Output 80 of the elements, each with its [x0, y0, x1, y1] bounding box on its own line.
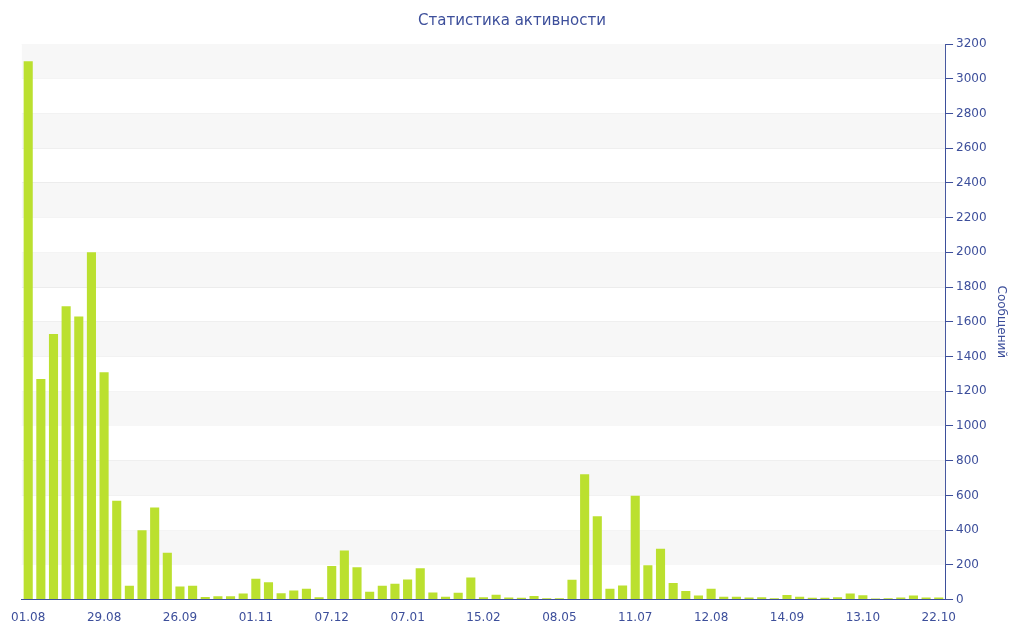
bar	[188, 585, 198, 600]
x-tick-label: 08.05	[542, 609, 577, 624]
y2-tick-label: 1200	[956, 383, 987, 398]
y2-tick-label: 600	[956, 487, 979, 502]
y2-tick-label: 2800	[956, 105, 987, 120]
x-tick-label: 01.08	[11, 609, 46, 624]
bar	[415, 568, 425, 600]
x-tick-label: 14.09	[769, 609, 805, 624]
bar	[453, 592, 463, 600]
bar	[630, 495, 640, 600]
bar	[213, 596, 223, 600]
y2-tick-label: 2400	[956, 175, 987, 190]
bar	[428, 592, 438, 600]
bar	[86, 252, 96, 600]
x-tick-label: 15.02	[466, 609, 501, 624]
bar	[681, 591, 691, 600]
bar	[668, 583, 678, 600]
y2-tick-label: 1000	[956, 418, 987, 433]
bar	[200, 597, 210, 600]
bar	[466, 577, 476, 600]
bar	[74, 316, 84, 600]
bar	[567, 579, 577, 600]
y2-tick-label: 1800	[956, 279, 987, 294]
bar	[23, 61, 33, 600]
bar	[352, 567, 362, 600]
y2-tick-label: 2000	[956, 244, 987, 259]
x-tick-label: 29.08	[86, 609, 122, 624]
bar	[339, 550, 349, 600]
bar	[263, 582, 274, 600]
bar	[36, 379, 46, 600]
bar	[580, 474, 590, 600]
y2-tick-label: 800	[956, 452, 979, 467]
bar	[289, 590, 299, 600]
x-tick-label: 22.10	[921, 609, 956, 624]
x-tick-label: 07.12	[314, 609, 349, 624]
bar	[592, 516, 602, 600]
bar	[365, 591, 375, 600]
x-tick-label: 26.09	[162, 609, 198, 624]
bar	[301, 588, 311, 600]
bar	[251, 578, 261, 600]
x-tick-label: 12.08	[693, 609, 729, 624]
bar	[48, 333, 59, 600]
bar	[150, 507, 160, 600]
bar	[175, 586, 185, 600]
bar	[858, 595, 868, 600]
y2-axis-title: Сообщений	[994, 285, 1009, 359]
x-tick-label: 07.01	[390, 609, 425, 624]
bar	[390, 583, 400, 600]
y2-tick-label: 3200	[956, 36, 987, 51]
bar	[61, 306, 71, 600]
bar	[655, 548, 666, 600]
bar	[643, 565, 653, 600]
bar	[99, 372, 109, 600]
bar	[377, 585, 387, 600]
y2-tick-label: 0	[956, 591, 964, 606]
y2-tick-label: 2600	[956, 140, 987, 155]
y2-tick-label: 3000	[956, 70, 987, 85]
x-tick-label: 01.11	[238, 609, 274, 624]
bar	[605, 588, 615, 600]
bar	[491, 594, 501, 600]
bar	[276, 593, 286, 600]
x-tick-label: 11.07	[618, 609, 653, 624]
chart-title: Статистика активности	[418, 10, 606, 29]
bar	[137, 530, 147, 600]
y2-tick-label: 200	[956, 557, 979, 571]
bar	[162, 552, 172, 600]
bar	[782, 594, 792, 600]
y2-tick-label: 2200	[956, 209, 987, 224]
x-tick-label: 13.10	[845, 609, 881, 624]
bar	[327, 565, 337, 600]
y2-tick-label: 400	[956, 522, 979, 537]
bar	[112, 500, 122, 600]
bar	[706, 588, 716, 600]
bar	[529, 595, 539, 600]
y2-tick-label: 1600	[956, 313, 987, 328]
bar	[225, 596, 236, 600]
bar	[618, 585, 628, 600]
y2-tick-label: 1400	[956, 348, 987, 363]
bar	[403, 579, 413, 600]
bar	[124, 585, 134, 600]
